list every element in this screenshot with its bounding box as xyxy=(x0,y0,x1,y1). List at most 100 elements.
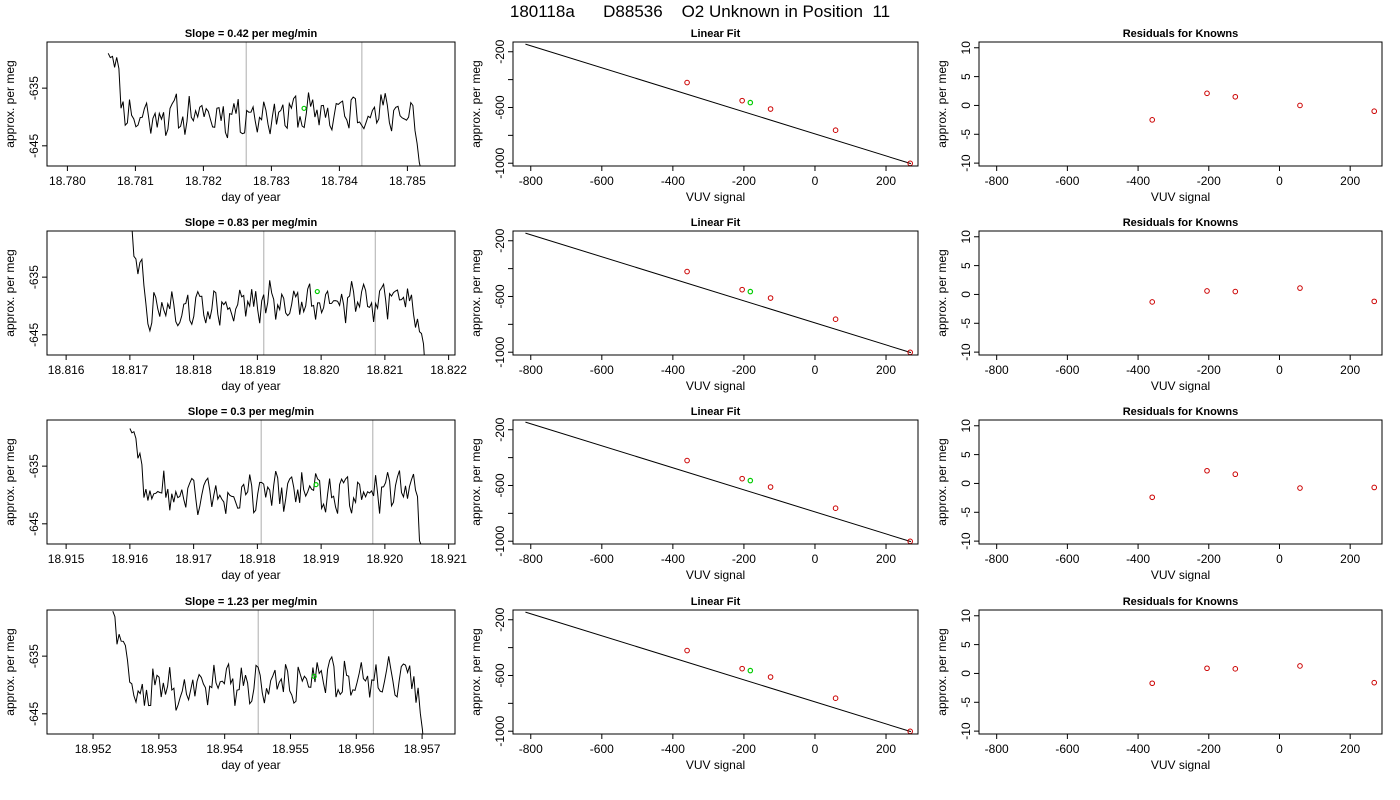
x-tick-label: 18.822 xyxy=(430,363,467,377)
y-tick-label: -10 xyxy=(959,722,973,740)
y-tick-label: -635 xyxy=(27,265,41,289)
residual-point xyxy=(1204,665,1210,672)
x-tick-label: -400 xyxy=(661,552,685,566)
panel-timeseries-row-4: Slope = 1.23 per meg/min 18.952 18.953 18.9… xyxy=(3,596,456,772)
x-tick-label: 18.918 xyxy=(239,552,276,566)
x-tick-label: 0 xyxy=(1276,363,1283,377)
panel-frame xyxy=(512,609,919,735)
y-tick-label: -200 xyxy=(493,417,507,441)
known-point xyxy=(739,97,745,104)
y-axis-label: approx. per meg xyxy=(3,249,17,336)
x-tick-label: -200 xyxy=(1197,552,1221,566)
x-tick-label: 200 xyxy=(1340,552,1360,566)
y-tick-label: 0 xyxy=(959,291,973,298)
y-tick-label: 5 xyxy=(959,262,973,269)
panel-frame xyxy=(978,41,1383,167)
y-tick-label: -635 xyxy=(27,644,41,668)
y-tick-label: 10 xyxy=(959,41,973,55)
unknown-point xyxy=(747,477,754,484)
x-tick-label: 18.920 xyxy=(367,552,404,566)
x-axis-label: day of year xyxy=(221,379,280,393)
panels-container: Slope = 0.42 per meg/min 18.780 18.781 18.7… xyxy=(3,28,1383,772)
unknown-marker xyxy=(313,481,319,488)
x-tick-label: 200 xyxy=(876,742,896,756)
panel-frame xyxy=(978,230,1383,356)
x-tick-label: -800 xyxy=(985,363,1009,377)
y-tick-label: -1000 xyxy=(493,148,507,179)
x-tick-label: -600 xyxy=(1055,174,1079,188)
y-tick-label: -600 xyxy=(493,95,507,119)
y-tick-label: -645 xyxy=(27,511,41,535)
panel-fit-row-1: Linear Fit -800 -600 -400 -200 0 200 -200 -600 -1… xyxy=(469,28,919,204)
panel-title: Slope = 0.42 per meg/min xyxy=(185,28,318,40)
known-point xyxy=(739,665,745,672)
x-tick-label: 200 xyxy=(1340,174,1360,188)
x-tick-label: 0 xyxy=(1276,742,1283,756)
x-tick-label: -600 xyxy=(590,742,614,756)
x-tick-label: -800 xyxy=(985,742,1009,756)
plot-area xyxy=(1149,90,1378,123)
x-tick-label: -800 xyxy=(519,742,543,756)
panel-title: Residuals for Knowns xyxy=(1123,28,1239,40)
panel-title: Linear Fit xyxy=(691,28,741,40)
residual-point xyxy=(1297,102,1303,109)
residual-point xyxy=(1204,90,1210,97)
panel-frame xyxy=(46,419,456,545)
panel-timeseries-row-2: Slope = 0.83 per meg/min 18.816 18.817 18.8… xyxy=(3,217,467,393)
residual-point xyxy=(1232,288,1239,295)
panel-title: Linear Fit xyxy=(691,596,741,608)
x-axis-label: day of year xyxy=(221,190,280,204)
y-axis-label: approx. per meg xyxy=(469,628,483,715)
panel-timeseries-row-3: Slope = 0.3 per meg/min 18.915 18.916 18.91… xyxy=(3,406,467,582)
y-tick-label: -645 xyxy=(27,322,41,346)
x-tick-label: 200 xyxy=(876,363,896,377)
panel-fit-row-3: Linear Fit -800 -600 -400 -200 0 200 -200 -600 -1… xyxy=(469,406,919,582)
x-tick-label: -400 xyxy=(1126,552,1150,566)
x-tick-label: -200 xyxy=(1197,742,1221,756)
x-tick-label: -400 xyxy=(661,742,685,756)
known-point xyxy=(684,79,690,86)
x-axis-label: VUV signal xyxy=(1151,758,1210,772)
x-tick-label: 18.957 xyxy=(404,742,441,756)
x-tick-label: 18.785 xyxy=(389,174,426,188)
x-tick-label: -600 xyxy=(590,363,614,377)
x-tick-label: -400 xyxy=(1126,742,1150,756)
plot-area xyxy=(525,232,913,355)
x-tick-label: -800 xyxy=(519,363,543,377)
y-tick-label: 10 xyxy=(959,230,973,244)
y-axis-label: approx. per meg xyxy=(469,60,483,147)
known-point xyxy=(767,484,774,490)
x-tick-label: 18.819 xyxy=(239,363,276,377)
fit-line xyxy=(525,421,912,543)
x-axis-label: VUV signal xyxy=(686,568,745,582)
known-point xyxy=(684,457,690,464)
x-axis-label: VUV signal xyxy=(1151,379,1210,393)
residual-point xyxy=(1297,663,1303,669)
x-tick-label: 18.953 xyxy=(141,742,178,756)
x-tick-label: 18.955 xyxy=(272,742,309,756)
residual-point xyxy=(1149,299,1156,305)
plot-area xyxy=(1149,663,1378,687)
residual-point xyxy=(1232,666,1239,672)
y-axis-label: approx. per meg xyxy=(469,249,483,336)
y-tick-label: -10 xyxy=(959,532,973,550)
residual-point xyxy=(1297,285,1303,291)
residual-point xyxy=(1149,494,1156,501)
x-tick-label: 18.816 xyxy=(48,363,85,377)
y-tick-label: 5 xyxy=(959,641,973,648)
known-point xyxy=(739,286,745,293)
x-tick-label: 18.916 xyxy=(112,552,149,566)
y-tick-label: -200 xyxy=(493,228,507,252)
unknown-point xyxy=(747,99,754,106)
panel-fit-row-2: Linear Fit -800 -600 -400 -200 0 200 -200 -600 -1… xyxy=(469,217,919,393)
y-tick-label: -200 xyxy=(493,39,507,63)
y-tick-label: -600 xyxy=(493,473,507,497)
panel-frame xyxy=(978,609,1383,735)
residual-point xyxy=(1149,680,1156,687)
x-tick-label: 18.915 xyxy=(48,552,85,566)
panel-title: Slope = 0.83 per meg/min xyxy=(185,217,318,229)
panel-frame xyxy=(512,419,919,545)
y-axis-label: approx. per meg xyxy=(935,628,949,715)
x-tick-label: 0 xyxy=(812,363,819,377)
